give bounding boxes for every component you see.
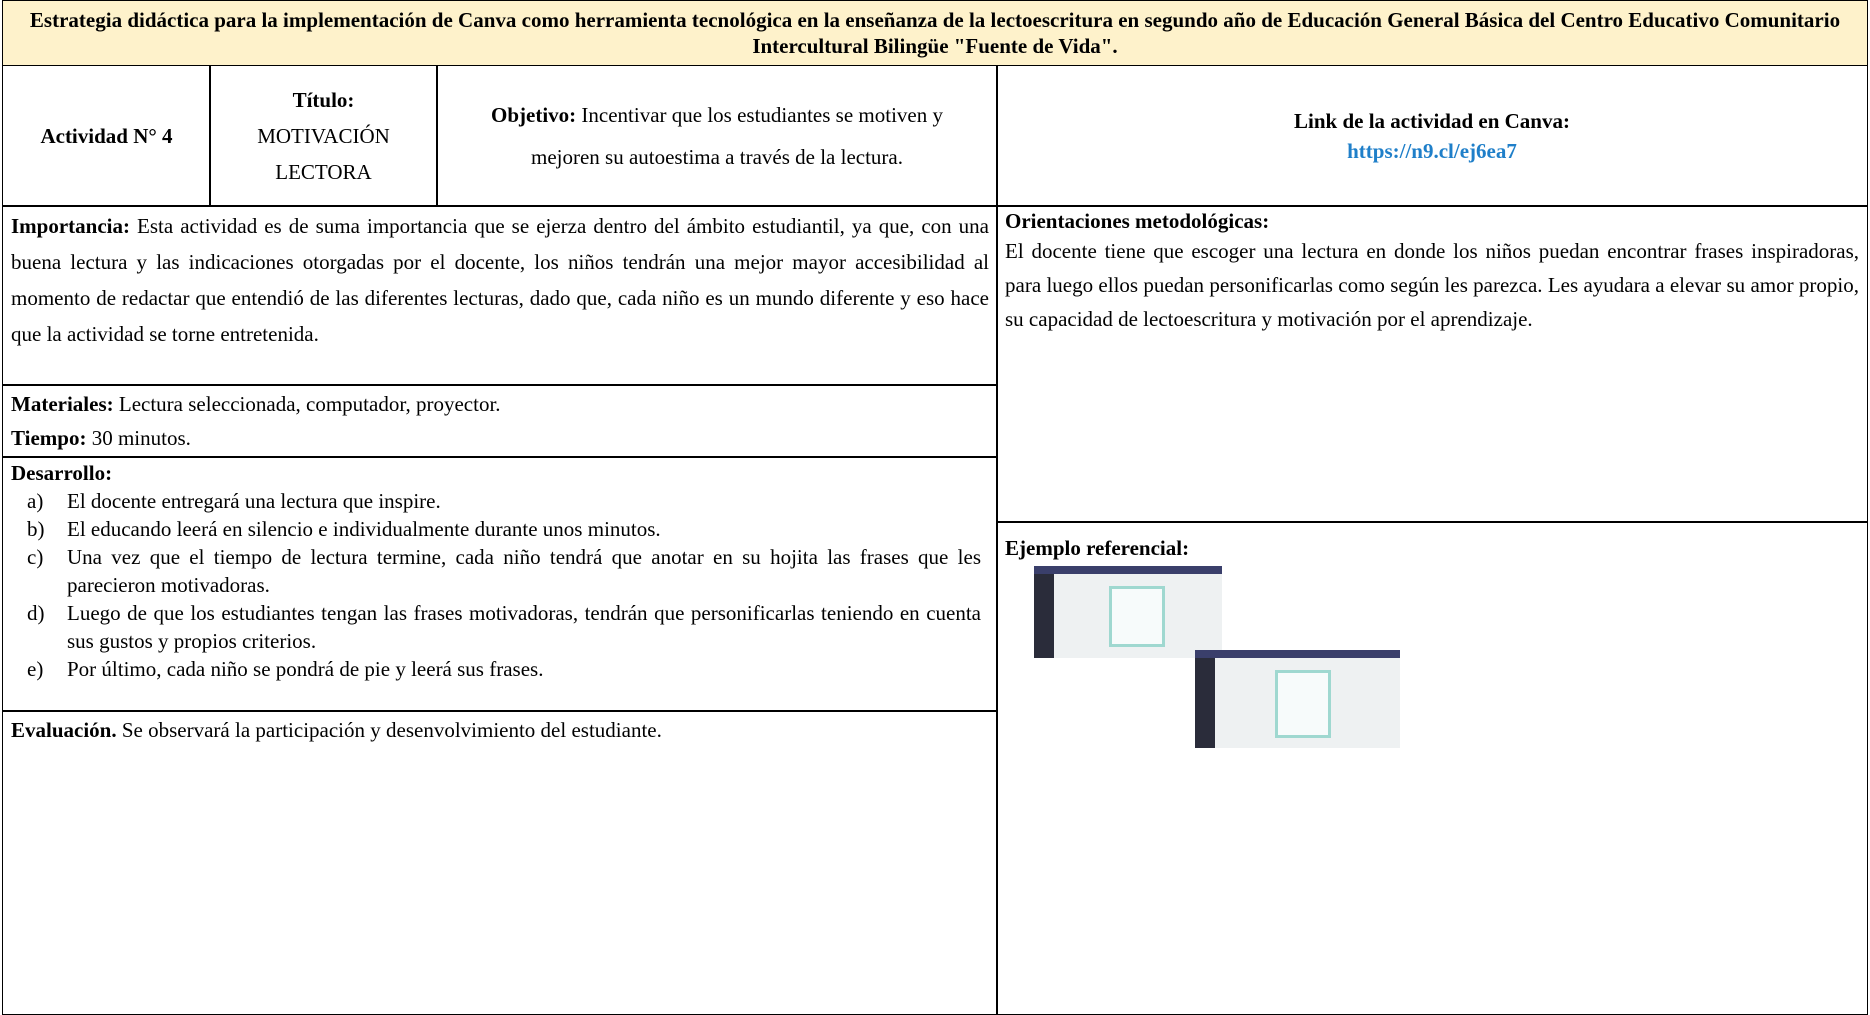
development-item: e) Por último, cada niño se pondrá de pie… [11, 655, 981, 683]
header-title: Estrategia didáctica para la implementac… [29, 8, 1841, 58]
activity-number-cell: Actividad N° 4 [2, 65, 211, 207]
screenshot-sidebar [1034, 574, 1054, 658]
materials-cell: Materiales: Lectura seleccionada, comput… [2, 384, 998, 458]
example-label: Ejemplo referencial: [1005, 536, 1190, 560]
item-marker: d) [27, 601, 45, 625]
item-text: El educando leerá en silencio e individu… [67, 517, 661, 541]
evaluation-label: Evaluación. [11, 718, 117, 742]
header: Estrategia didáctica para la implementac… [2, 0, 1868, 66]
objective: Objetivo: Incentivar que los estudiantes… [457, 94, 977, 178]
evaluation-text: Se observará la participación y desenvol… [121, 718, 662, 742]
screenshot-sidebar [1195, 658, 1215, 748]
development-item: b) El educando leerá en silencio e indivi… [11, 515, 981, 543]
orientations-label: Orientaciones metodológicas: [1005, 209, 1270, 233]
objective-text: Incentivar que los estudiantes se motive… [530, 103, 943, 169]
item-text: Luego de que los estudiantes tengan las … [67, 601, 981, 653]
time-text: 30 minutos. [91, 426, 191, 450]
development-item: a) El docente entregará una lectura que i… [11, 487, 981, 515]
materials-label: Materiales: [11, 392, 114, 416]
activity-number: Actividad N° 4 [40, 123, 173, 148]
link-label: Link de la actividad en Canva: [1294, 109, 1570, 133]
objective-label: Objetivo: [491, 103, 577, 127]
importance-text: Esta actividad es de suma importancia qu… [11, 214, 989, 346]
development-cell: Desarrollo: a) El docente entregará una l… [2, 456, 998, 712]
title-label: Título: [292, 88, 355, 112]
link-url[interactable]: https://n9.cl/ej6ea7 [1347, 139, 1517, 163]
evaluation-cell: Evaluación. Se observará la participació… [2, 710, 998, 1015]
importance-cell: Importancia: Esta actividad es de suma i… [2, 205, 998, 386]
importance-label: Importancia: [11, 214, 130, 238]
item-text: El docente entregará una lectura que ins… [67, 489, 441, 513]
title-value: MOTIVACIÓN LECTORA [257, 124, 390, 184]
time-label: Tiempo: [11, 426, 87, 450]
objective-cell: Objetivo: Incentivar que los estudiantes… [436, 65, 998, 207]
item-marker: b) [27, 517, 45, 541]
item-marker: a) [27, 489, 44, 513]
item-marker: e) [27, 657, 44, 681]
development-label: Desarrollo: [11, 461, 113, 485]
example-screenshot [1034, 566, 1222, 658]
orientations-cell: Orientaciones metodológicas: El docente … [996, 205, 1868, 523]
materials: Materiales: Lectura seleccionada, comput… [11, 387, 989, 421]
orientations-text: El docente tiene que escoger una lectura… [1005, 239, 1859, 331]
development-item: c) Una vez que el tiempo de lectura termi… [11, 543, 981, 599]
example-screenshot [1195, 650, 1400, 748]
development-item: d) Luego de que los estudiantes tengan la… [11, 599, 981, 655]
screenshot-page [1109, 586, 1165, 647]
link-cell: Link de la actividad en Canva: https://n… [996, 65, 1868, 207]
development-list: a) El docente entregará una lectura que i… [11, 487, 981, 683]
item-marker: c) [27, 545, 44, 569]
materials-text: Lectura seleccionada, computador, proyec… [118, 392, 501, 416]
time: Tiempo: 30 minutos. [11, 421, 989, 455]
item-text: Una vez que el tiempo de lectura termine… [67, 545, 981, 597]
title-cell: Título: MOTIVACIÓN LECTORA [209, 65, 438, 207]
screenshot-page [1275, 670, 1331, 738]
item-text: Por último, cada niño se pondrá de pie y… [67, 657, 544, 681]
